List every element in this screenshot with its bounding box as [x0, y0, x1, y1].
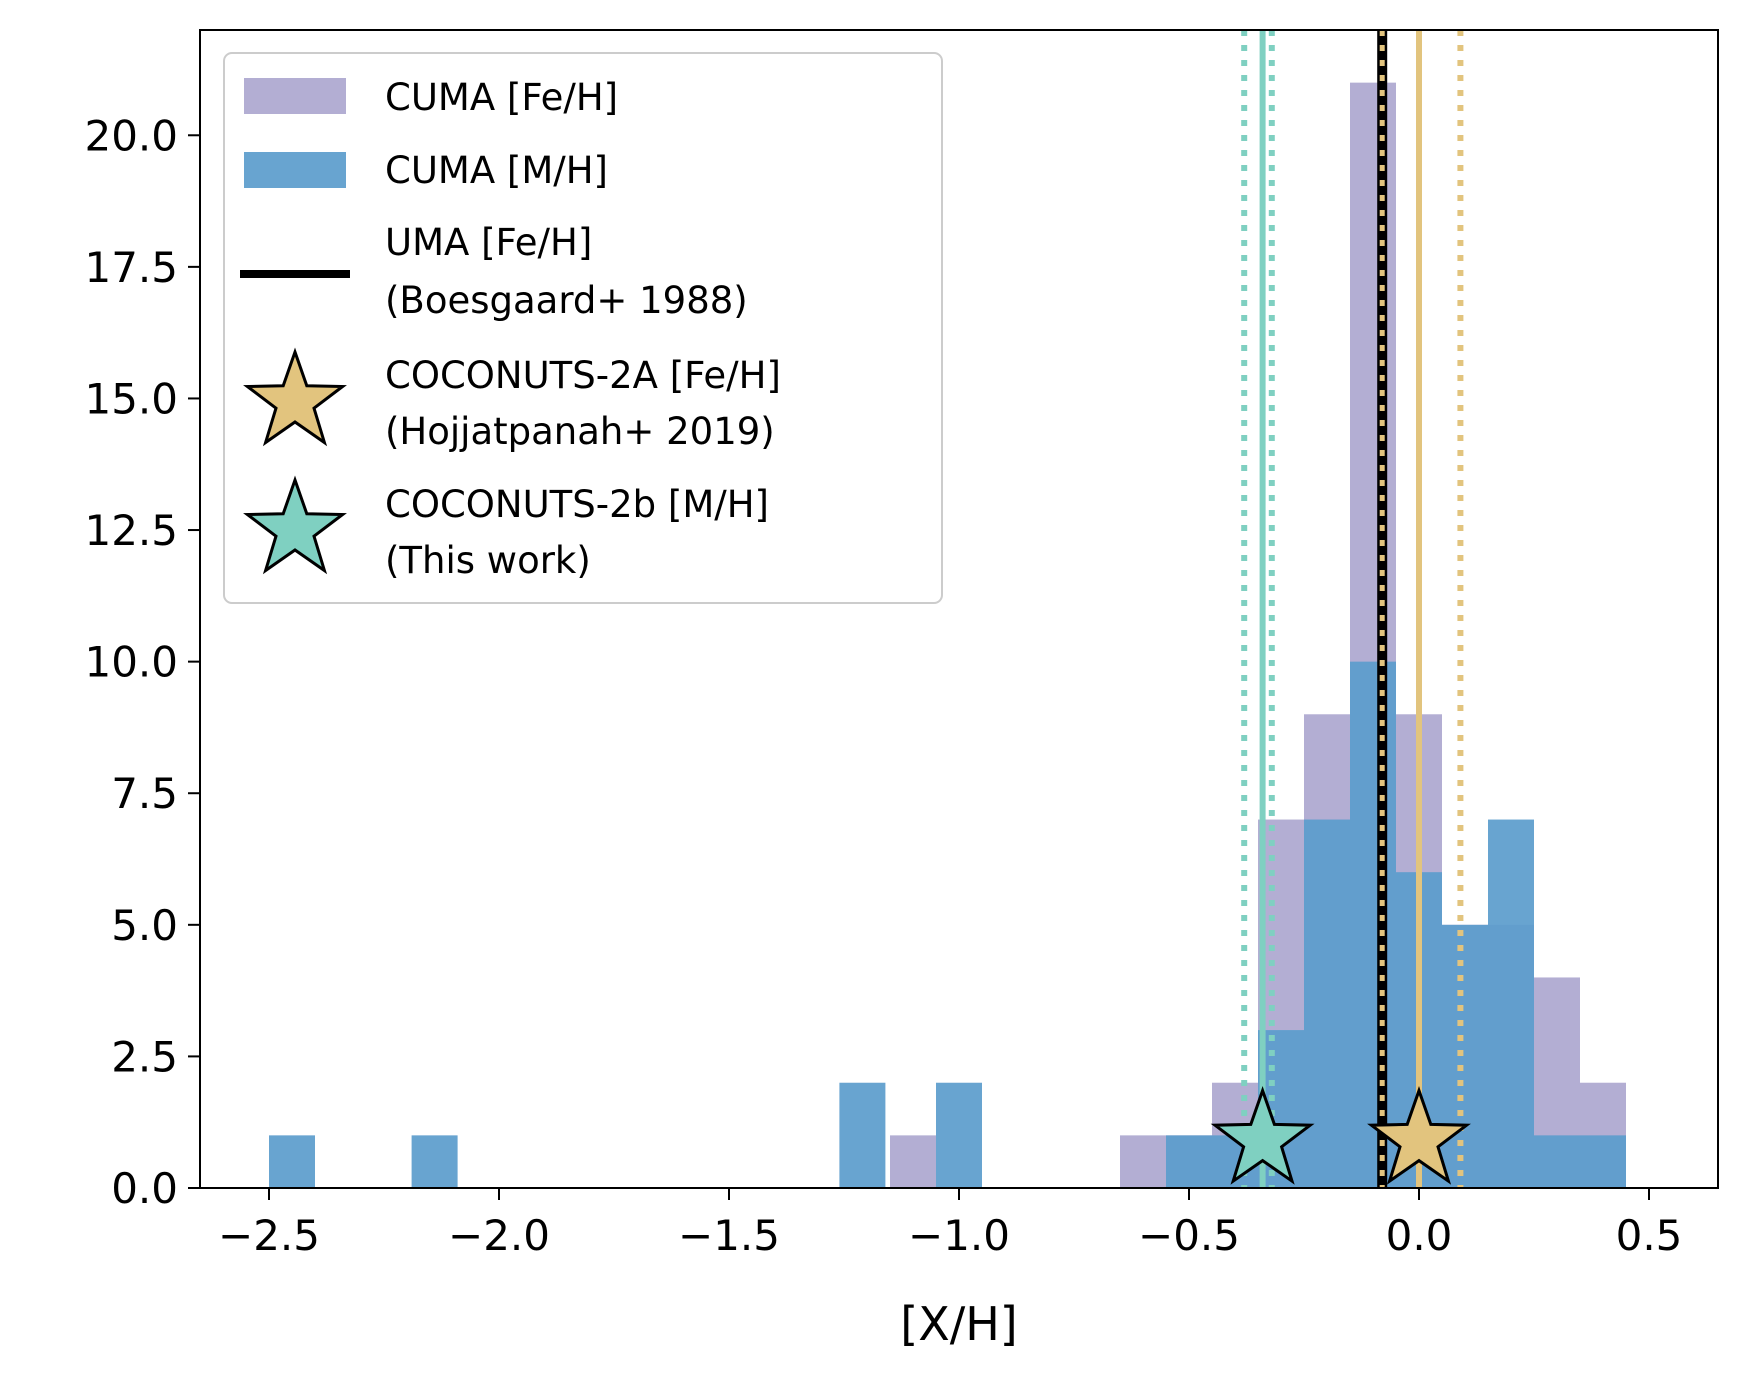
legend-swatch-mh [244, 152, 346, 188]
y-tick-label: 15.0 [84, 374, 178, 423]
coconuts-2a-star [1367, 1086, 1471, 1185]
legend-sublabel-coconuts-2b: (This work) [385, 539, 591, 582]
x-tick-label: 0.0 [1386, 1211, 1453, 1260]
legend-box [223, 52, 943, 604]
histogram-bar-mh [269, 1135, 315, 1188]
y-tick-label: 12.5 [84, 506, 178, 555]
legend-label-coconuts-2a: COCONUTS-2A [Fe/H] [385, 354, 781, 397]
histogram-bar-mh [1488, 819, 1534, 1188]
y-tick-label: 10.0 [84, 638, 178, 687]
histogram-bar-mh [839, 1082, 886, 1188]
x-tick-label: −2.0 [448, 1211, 550, 1260]
legend-label-uma: UMA [Fe/H] [385, 221, 592, 264]
legend-star-coconuts-2b [243, 475, 347, 575]
legend-swatch-fe [244, 78, 346, 114]
plot-area [269, 30, 1626, 1188]
histogram-bar-mh [1580, 1135, 1626, 1188]
histogram-bar-mh [1304, 819, 1350, 1188]
histogram-bar-fe [890, 1135, 936, 1188]
histogram-bar-mh [1442, 924, 1488, 1188]
x-tick-label: −1.5 [678, 1211, 780, 1260]
x-tick-label: −0.5 [1138, 1211, 1240, 1260]
plot-axes: −2.5 −2.0 −1.5 −1.0 −0.5 0.0 0.5 0.0 2.5 5.0 7.5 10… [84, 29, 1719, 1351]
legend-label-coconuts-2b: COCONUTS-2b [M/H] [385, 483, 769, 526]
y-tick-label: 0.0 [111, 1164, 178, 1213]
legend-sublabel-uma: (Boesgaard+ 1988) [385, 279, 748, 322]
legend-label-fe: CUMA [Fe/H] [385, 76, 618, 119]
legend-label-mh: CUMA [M/H] [385, 149, 608, 192]
histogram-bar-mh [1534, 1135, 1580, 1188]
y-tick-label: 5.0 [111, 901, 178, 950]
x-tick-label: 0.5 [1616, 1211, 1683, 1260]
histogram-bar-mh [1166, 1135, 1212, 1188]
histogram-bar-mh [936, 1082, 982, 1188]
x-axis-label: [X/H] [900, 1297, 1018, 1351]
legend-star-coconuts-2a [243, 347, 347, 447]
legend-sublabel-coconuts-2a: (Hojjatpanah+ 2019) [385, 410, 775, 453]
histogram-bar-mh [411, 1135, 458, 1188]
x-tick-label: −2.5 [218, 1211, 320, 1260]
y-tick-label: 2.5 [111, 1032, 178, 1081]
y-tick-label: 17.5 [84, 243, 178, 292]
coconuts-2b-star [1210, 1086, 1315, 1185]
histogram-bar-mh [1350, 661, 1396, 1188]
x-tick-label: −1.0 [908, 1211, 1010, 1260]
legend: CUMA [Fe/H] CUMA [M/H] UMA [Fe/H] (Boesgaar… [223, 52, 943, 604]
histogram-bar-fe [1120, 1135, 1166, 1188]
plot-marks [269, 30, 1626, 1188]
y-tick-label: 7.5 [111, 769, 178, 818]
y-tick-label: 20.0 [84, 111, 178, 160]
